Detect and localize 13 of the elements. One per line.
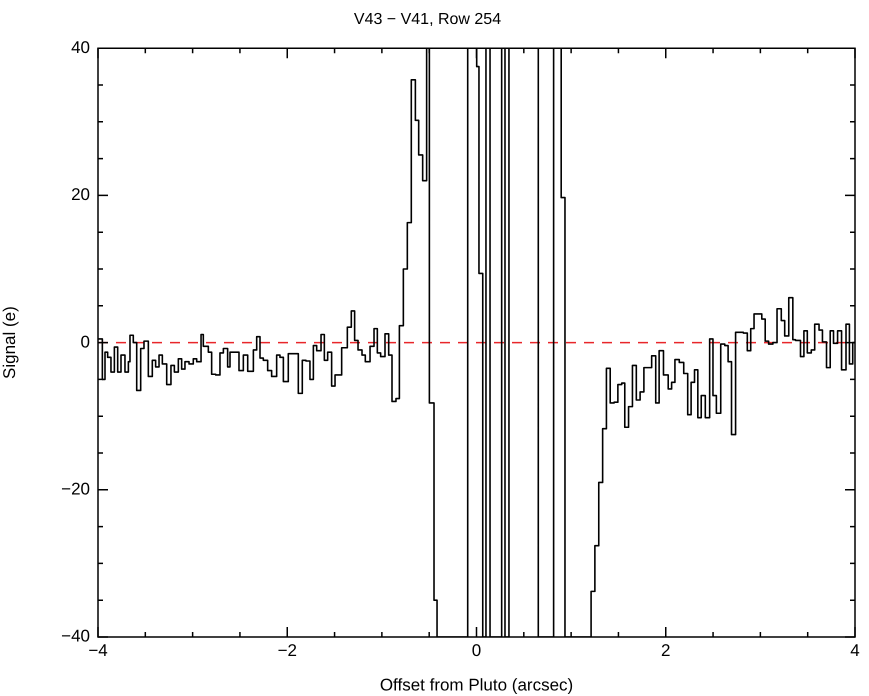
chart-title: V43 − V41, Row 254	[354, 11, 502, 28]
x-tick-label: 4	[850, 640, 860, 660]
y-axis-title: Signal (e)	[0, 306, 19, 379]
y-tick-label: 20	[71, 185, 90, 204]
x-tick-label: 2	[661, 640, 670, 660]
x-tick-label: 0	[472, 640, 482, 660]
x-axis-title: Offset from Pluto (arcsec)	[380, 675, 574, 694]
y-tick-label: −20	[61, 479, 90, 498]
y-tick-label: 0	[80, 332, 90, 352]
x-tick-label: −4	[88, 640, 108, 660]
y-tick-label: −40	[61, 626, 90, 646]
y-tick-label: 40	[71, 38, 90, 57]
x-tick-label: −2	[278, 640, 297, 660]
